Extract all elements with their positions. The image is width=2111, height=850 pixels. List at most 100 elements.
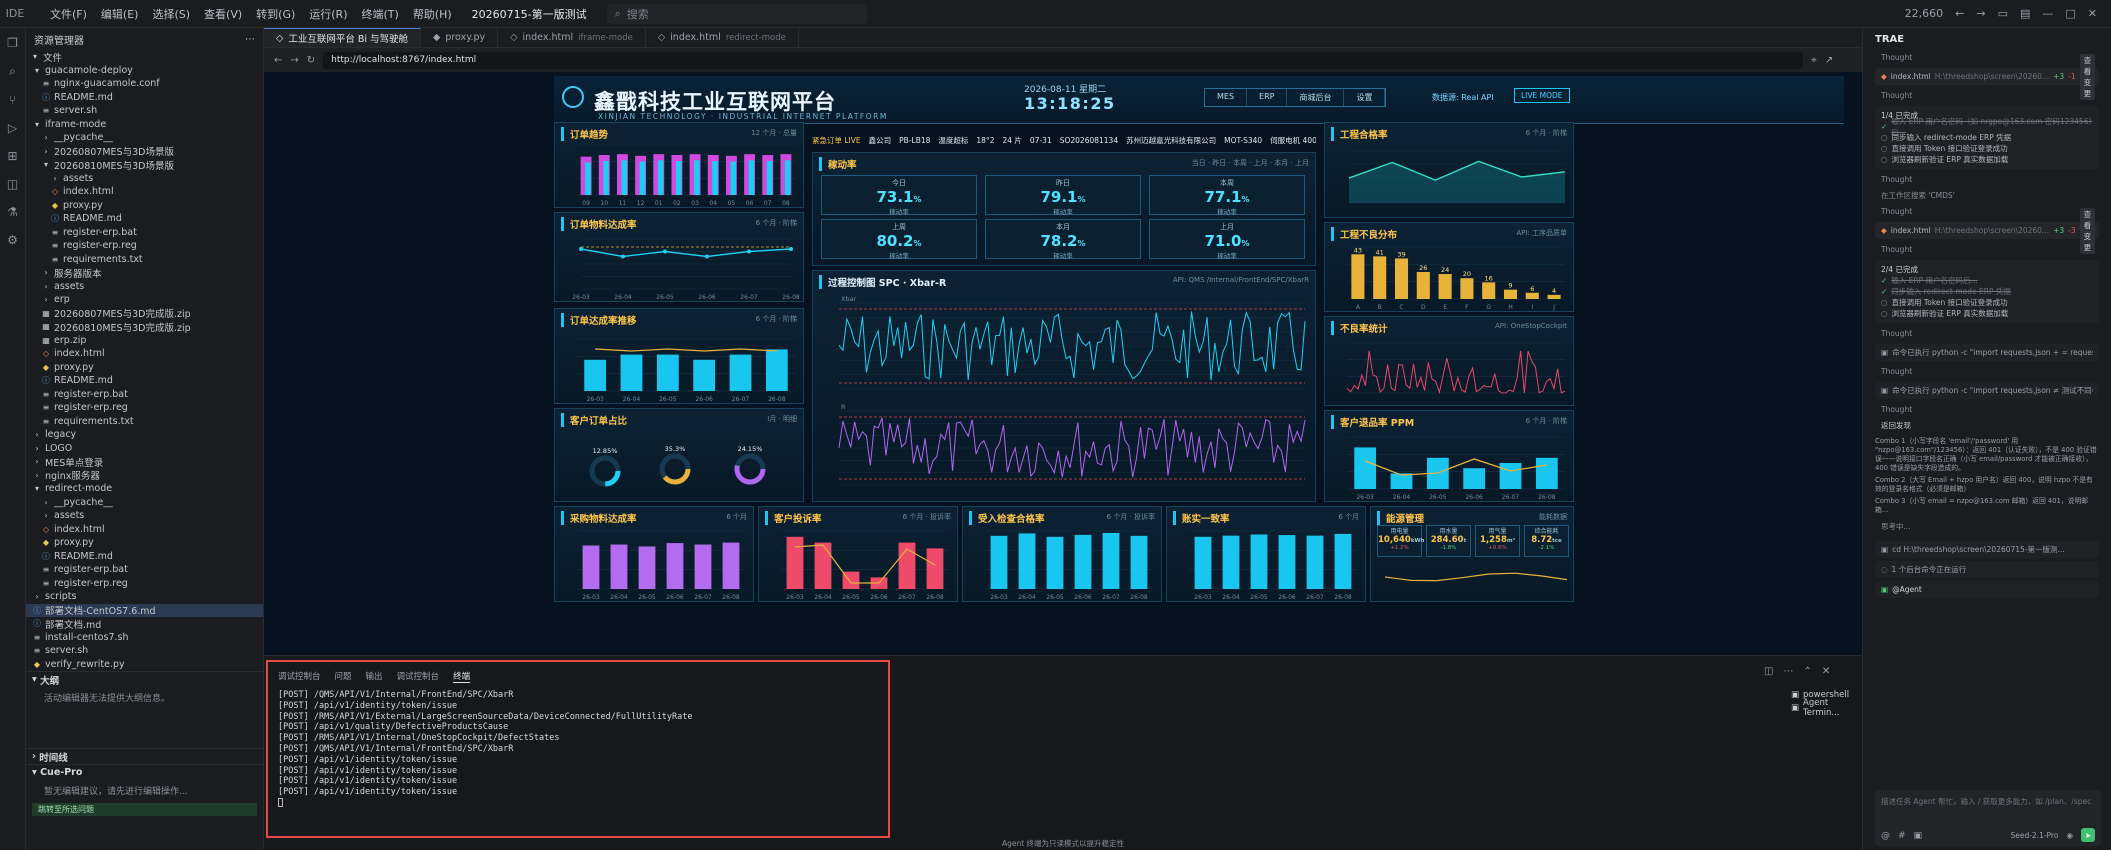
panel-tab[interactable]: 终端	[453, 672, 471, 683]
panel-tab[interactable]: 问题	[334, 672, 352, 682]
running-command[interactable]: ▣ cd H:\threedshop\screen\20260715-第一版测.…	[1875, 541, 2099, 558]
close-icon[interactable]: ✕	[2087, 7, 2097, 20]
more-icon[interactable]: ⋯	[245, 33, 255, 45]
back-icon[interactable]: ←	[274, 54, 283, 66]
tree-item[interactable]: ≡ requirements.txt	[26, 253, 263, 267]
terminal-list-item[interactable]: ▣ powershell	[1791, 688, 1861, 701]
panel-tab[interactable]: 输出	[365, 672, 383, 682]
extensions-icon[interactable]: ⊞	[7, 149, 18, 163]
outline-section[interactable]: ▾ 大纲	[26, 671, 263, 687]
thought-label[interactable]: Thought	[1881, 175, 1913, 184]
menu-item[interactable]: 查看(V)	[204, 7, 243, 21]
forward-icon[interactable]: →	[1976, 7, 1986, 20]
run-debug-icon[interactable]: ▷	[7, 121, 18, 135]
tree-item[interactable]: ≡ register-erp.bat	[26, 226, 263, 240]
terminal-list-item[interactable]: ▣ Agent Termin...	[1791, 698, 1861, 718]
tree-item[interactable]: › erp	[26, 293, 263, 307]
tree-item[interactable]: ⓘ README.md	[26, 374, 263, 388]
cue-jump-link[interactable]: 跳转至所选问题	[32, 803, 257, 816]
back-icon[interactable]: ←	[1955, 7, 1965, 20]
tree-item[interactable]: › LOGO	[26, 442, 263, 456]
project-name[interactable]: 20260715-第一版测试	[471, 7, 587, 21]
tree-item[interactable]: ◆ proxy.py	[26, 536, 263, 550]
editor-tab[interactable]: ◆ proxy.py	[421, 28, 499, 47]
tree-item[interactable]: ◇ index.html	[26, 347, 263, 361]
thought-label[interactable]: Thought	[1881, 207, 1913, 216]
tree-item[interactable]: ≡ register-erp.bat	[26, 388, 263, 402]
chat-input[interactable]: 描述任务 Agent 帮忙，输入 / 获取更多能力，如 /plan、/spec …	[1875, 790, 2101, 846]
explorer-icon[interactable]: ❐	[7, 36, 18, 50]
editor-tab[interactable]: ◇ index.html redirect-mode	[646, 28, 799, 47]
tree-item[interactable]: › __pycache__	[26, 496, 263, 510]
reload-icon[interactable]: ↻	[306, 54, 316, 66]
menu-item[interactable]: 编辑(E)	[100, 7, 139, 21]
tree-item[interactable]: ⓘ 部署文档.md	[26, 617, 263, 631]
thought-label[interactable]: Thought	[1881, 329, 1913, 338]
thought-label[interactable]: Thought	[1881, 367, 1913, 376]
tree-item[interactable]: ≡ register-erp.reg	[26, 239, 263, 253]
forward-icon[interactable]: →	[290, 54, 299, 66]
layout-icon[interactable]: ▭	[1997, 7, 2008, 20]
tree-item[interactable]: › 20260807MES与3D场景版	[26, 145, 263, 159]
timeline-section[interactable]: › 时间线	[26, 748, 263, 764]
source-control-icon[interactable]: ⑂	[8, 93, 17, 107]
split-icon[interactable]: ◫	[1764, 666, 1774, 677]
tree-item[interactable]: ≡ server.sh	[26, 104, 263, 118]
tree-item[interactable]: ▦ 20260810MES与3D完成版.zip	[26, 320, 263, 334]
tree-item[interactable]: › assets	[26, 509, 263, 523]
maximize-icon[interactable]: □	[2065, 7, 2076, 20]
tree-item[interactable]: ▦ 20260807MES与3D完成版.zip	[26, 307, 263, 321]
tree-item[interactable]: ≡ install-centos7.sh	[26, 631, 263, 645]
panel-tab[interactable]: 调试控制台	[278, 672, 321, 682]
cue-section[interactable]: ▾ Cue-Pro	[26, 764, 263, 780]
tree-item[interactable]: ⓘ README.md	[26, 550, 263, 564]
search-view-icon[interactable]: ⌕	[9, 64, 16, 78]
menu-item[interactable]: 帮助(H)	[412, 7, 452, 21]
dashboard-nav-item[interactable]: 商城后台	[1287, 89, 1345, 106]
menu-item[interactable]: 文件(F)	[50, 7, 87, 21]
mic-icon[interactable]: ◉	[2066, 830, 2073, 840]
files-section[interactable]: ▾ 文件	[26, 50, 263, 64]
tree-item[interactable]: › nginx服务器	[26, 469, 263, 483]
url-input[interactable]: http://localhost:8767/index.html	[323, 51, 1804, 69]
dashboard-nav-item[interactable]: 设置	[1344, 89, 1386, 106]
tree-item[interactable]: › 服务器版本	[26, 266, 263, 280]
tree-item[interactable]: › MES单点登录	[26, 455, 263, 469]
tree-item[interactable]: ◇ index.html	[26, 185, 263, 199]
terminal-view[interactable]: 调试控制台 问题 输出 调试控制台 终端 [POST] /QMS/API/V1/Inte…	[266, 660, 890, 838]
tree-item[interactable]: ⓘ README.md	[26, 212, 263, 226]
mention-icon[interactable]: @	[1881, 831, 1890, 841]
tree-item[interactable]: › scripts	[26, 590, 263, 604]
send-icon[interactable]: ➤	[2081, 828, 2095, 842]
live-mode-button[interactable]: LIVE MODE	[1514, 88, 1570, 103]
model-selector[interactable]: Seed-2.1-Pro	[2010, 830, 2059, 840]
minimize-icon[interactable]: —	[2042, 7, 2054, 20]
hash-icon[interactable]: #	[1898, 831, 1906, 841]
remote-icon[interactable]: ◫	[6, 177, 19, 191]
tree-item[interactable]: ≡ register-erp.bat	[26, 563, 263, 577]
tree-item[interactable]: › __pycache__	[26, 131, 263, 145]
tree-item[interactable]: › legacy	[26, 428, 263, 442]
view-changes-button[interactable]: 查看变更	[2079, 53, 2096, 100]
tree-item[interactable]: ▾ iframe-mode	[26, 118, 263, 132]
tree-item[interactable]: ≡ requirements.txt	[26, 415, 263, 429]
tree-item[interactable]: ≡ nginx-guacamole.conf	[26, 77, 263, 91]
editor-tab[interactable]: ◇ 工业互联网平台 Bi 与驾驶舱	[264, 28, 422, 47]
tree-item[interactable]: ◇ index.html	[26, 523, 263, 537]
close-panel-icon[interactable]: ✕	[1821, 666, 1831, 677]
tree-item[interactable]: ⓘ 部署文档-CentOS7.6.md	[26, 603, 263, 617]
dashboard-nav-item[interactable]: MES	[1205, 89, 1248, 106]
tree-item[interactable]: ⓘ README.md	[26, 91, 263, 105]
agent-chip[interactable]: ▣ @Agent	[1875, 581, 2099, 598]
view-changes-button[interactable]: 查看变更	[2079, 207, 2096, 254]
tree-item[interactable]: › assets	[26, 280, 263, 294]
settings-icon[interactable]: ⚙	[7, 233, 18, 247]
menu-item[interactable]: 选择(S)	[152, 7, 191, 21]
panel-tab[interactable]: 调试控制台	[396, 672, 440, 682]
command-card[interactable]: ▣ 命令已执行 python -c "import requests,json …	[1875, 382, 2099, 399]
tree-item[interactable]: ≡ register-erp.reg	[26, 577, 263, 591]
command-search[interactable]: ⌕ 搜索	[606, 3, 867, 24]
menu-item[interactable]: 运行(R)	[309, 7, 348, 21]
more-icon[interactable]: ⋯	[1783, 666, 1794, 677]
tree-item[interactable]: ≡ register-erp.reg	[26, 401, 263, 415]
